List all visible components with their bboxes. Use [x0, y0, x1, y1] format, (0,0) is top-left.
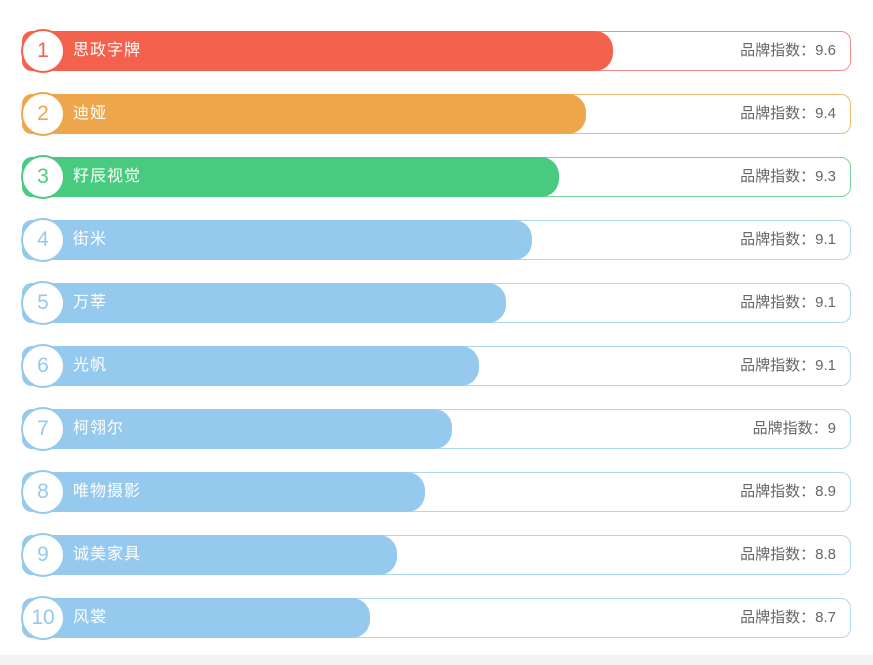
bar-fill	[22, 346, 480, 386]
bar-fill	[22, 472, 425, 512]
ranking-row[interactable]: 1 思政字牌 品牌指数：9.6	[21, 29, 851, 73]
bar-fill	[22, 157, 559, 197]
brand-name[interactable]: 光帆	[73, 357, 108, 374]
brand-index-label: 品牌指数：9.1	[740, 294, 836, 311]
brand-index-label: 品牌指数：8.8	[740, 546, 836, 563]
brand-index-label: 品牌指数：9	[752, 420, 836, 437]
brand-name[interactable]: 万莘	[73, 294, 108, 311]
ranking-row[interactable]: 3 籽辰视觉 品牌指数：9.3	[21, 155, 851, 199]
bar-fill	[22, 94, 586, 134]
ranking-row[interactable]: 6 光帆 品牌指数：9.1	[21, 344, 851, 388]
rank-badge: 4	[21, 218, 65, 262]
brand-index-label: 品牌指数：9.6	[740, 42, 836, 59]
brand-index-label: 品牌指数：9.4	[740, 105, 836, 122]
brand-ranking-list: 1 思政字牌 品牌指数：9.6 2 迪娅 品牌指数：9.4 3 籽辰视觉 品牌指…	[21, 29, 851, 661]
rank-badge: 7	[21, 407, 65, 451]
brand-name[interactable]: 柯翎尔	[73, 420, 125, 437]
ranking-row[interactable]: 4 街米 品牌指数：9.1	[21, 218, 851, 262]
rank-badge: 9	[21, 533, 65, 577]
brand-name[interactable]: 唯物摄影	[73, 483, 142, 500]
bar-fill	[22, 535, 397, 575]
ranking-row[interactable]: 9 诚美家具 品牌指数：8.8	[21, 533, 851, 577]
bar-fill	[22, 409, 453, 449]
ranking-row[interactable]: 2 迪娅 品牌指数：9.4	[21, 92, 851, 136]
brand-index-label: 品牌指数：8.9	[740, 483, 836, 500]
brand-name[interactable]: 迪娅	[73, 105, 108, 122]
brand-index-label: 品牌指数：9.1	[740, 231, 836, 248]
rank-badge: 1	[21, 29, 65, 73]
rank-badge: 6	[21, 344, 65, 388]
brand-name[interactable]: 诚美家具	[73, 546, 142, 563]
brand-index-label: 品牌指数：8.7	[740, 609, 836, 626]
rank-badge: 8	[21, 470, 65, 514]
brand-name[interactable]: 街米	[73, 231, 108, 248]
ranking-row[interactable]: 7 柯翎尔 品牌指数：9	[21, 407, 851, 451]
ranking-row[interactable]: 5 万莘 品牌指数：9.1	[21, 281, 851, 325]
brand-name[interactable]: 风裳	[73, 609, 108, 626]
bar-fill	[22, 31, 614, 71]
rank-badge: 10	[21, 596, 65, 640]
rank-badge: 3	[21, 155, 65, 199]
ranking-row[interactable]: 10 风裳 品牌指数：8.7	[21, 596, 851, 640]
brand-name[interactable]: 籽辰视觉	[73, 168, 142, 185]
bar-fill	[22, 598, 371, 638]
brand-name[interactable]: 思政字牌	[73, 42, 142, 59]
rank-badge: 5	[21, 281, 65, 325]
brand-index-label: 品牌指数：9.3	[740, 168, 836, 185]
rank-badge: 2	[21, 92, 65, 136]
ranking-row[interactable]: 8 唯物摄影 品牌指数：8.9	[21, 470, 851, 514]
brand-index-label: 品牌指数：9.1	[740, 357, 836, 374]
page-footer-strip	[0, 655, 873, 665]
bar-fill	[22, 220, 533, 260]
bar-fill	[22, 283, 506, 323]
